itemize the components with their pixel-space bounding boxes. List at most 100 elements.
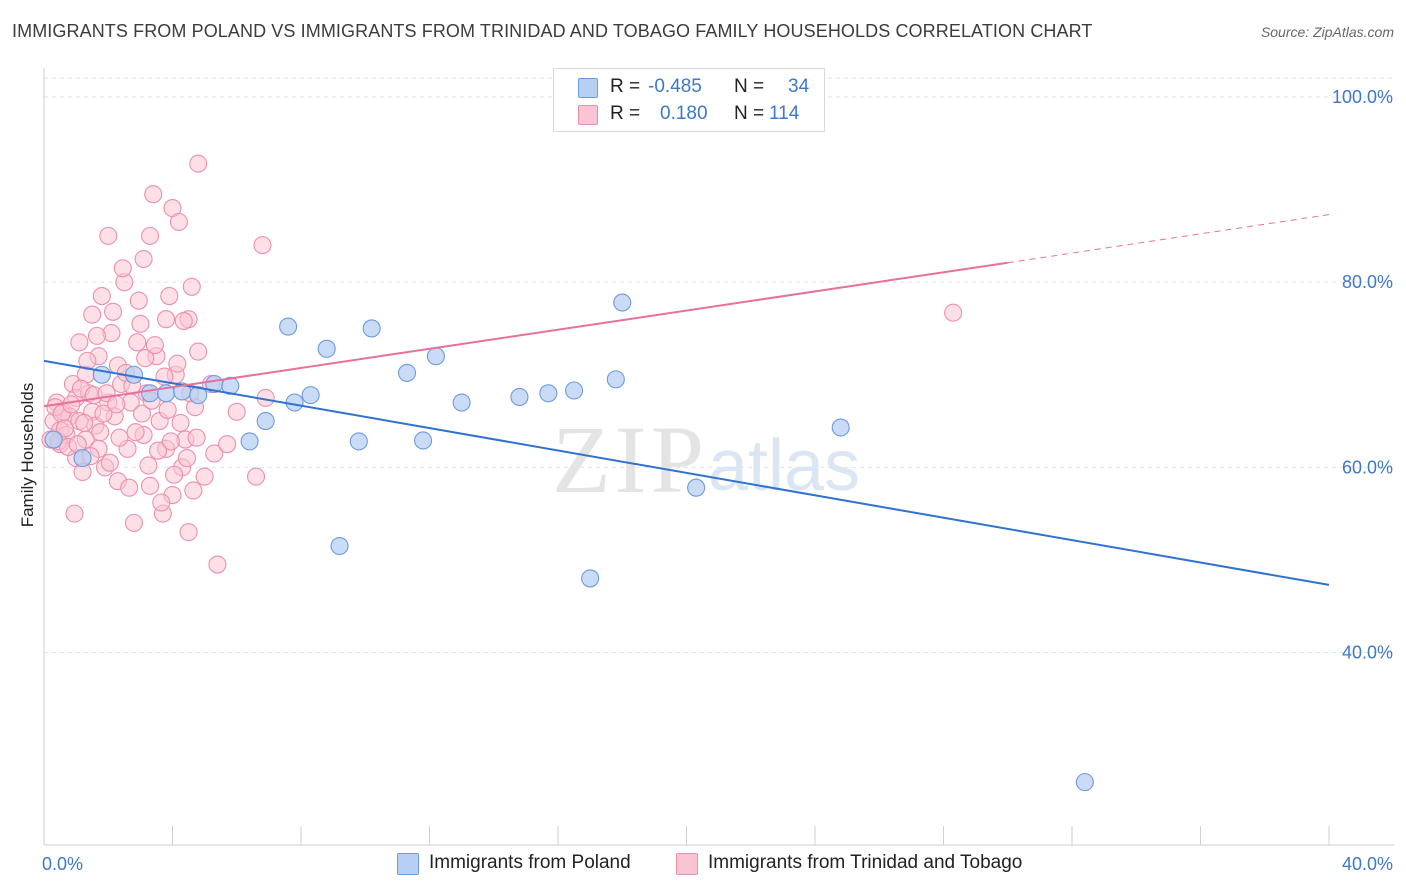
trinidad-point [195, 467, 214, 486]
n-label: N = [734, 103, 765, 124]
trinidad-point [107, 395, 126, 414]
trinidad-point [129, 291, 148, 310]
watermark-atlas: atlas [708, 426, 860, 506]
trinidad-points [41, 154, 963, 574]
stats-legend: R = -0.485 N = 34 R = 0.180 N = 114 [553, 68, 825, 132]
trinidad-point [132, 404, 152, 423]
stats-row-poland: R = -0.485 N = 34 [554, 75, 824, 101]
trinidad-trend-line [43, 261, 1008, 408]
r-label: R = [610, 103, 641, 124]
trinidad-point [140, 476, 160, 495]
trinidad-point [113, 259, 132, 278]
trinidad-point [144, 185, 163, 204]
trinidad-swatch [578, 105, 598, 125]
trinidad-point [152, 493, 171, 512]
trinidad-point [157, 310, 176, 329]
poland-point [397, 363, 417, 382]
poland-point [606, 370, 625, 389]
trinidad-point [104, 302, 123, 321]
trinidad-point [110, 428, 129, 447]
trinidad-point [161, 432, 180, 451]
trinidad-trend-extension [1007, 214, 1330, 264]
trinidad-point [182, 277, 201, 296]
trinidad-point [171, 413, 190, 432]
poland-point [510, 387, 529, 407]
poland-points [44, 293, 1094, 792]
poland-point [279, 317, 298, 336]
poland-point [362, 319, 381, 338]
trinidad-point [169, 212, 188, 232]
poland-point [189, 386, 208, 405]
poland-trend-line [43, 359, 1330, 586]
poland-point [301, 386, 320, 405]
r-value: -0.485 [648, 76, 702, 97]
trinidad-point [124, 513, 143, 532]
r-value: 0.180 [660, 103, 708, 124]
trinidad-point [189, 154, 208, 173]
trinidad-point [99, 226, 118, 245]
trinidad-point [944, 303, 963, 322]
trinidad-point [218, 435, 237, 454]
y-tick-label: 80.0% [1342, 272, 1393, 292]
poland-point [330, 536, 349, 556]
trinidad-point [160, 287, 179, 306]
poland-point [539, 384, 558, 403]
trinidad-point [145, 336, 164, 355]
trinidad-point [177, 449, 197, 468]
source-label: Source: ZipAtlas.com [1260, 24, 1394, 40]
y-tick-label: 40.0% [1342, 643, 1393, 663]
n-value: 114 [769, 103, 800, 124]
trinidad-point [187, 428, 206, 447]
trinidad-point [62, 395, 81, 414]
trinidad-point [83, 305, 102, 324]
poland-point [565, 381, 584, 400]
poland-point [92, 365, 111, 384]
trinidad-point [75, 413, 94, 432]
poland-point [1075, 773, 1094, 792]
poland-point [240, 432, 259, 451]
trinidad-point [94, 404, 113, 423]
poland-point [452, 393, 471, 412]
trinidad-point [179, 523, 198, 542]
trinidad-point [92, 287, 111, 306]
trinidad-point [65, 504, 84, 523]
poland-swatch [578, 78, 598, 98]
n-value: 34 [788, 76, 810, 97]
trinidad-point [128, 333, 147, 352]
poland-point [414, 431, 433, 450]
poland-point [581, 569, 600, 588]
axes [43, 68, 1394, 846]
trinidad-point [136, 349, 155, 368]
poland-point [687, 478, 706, 497]
y-tick-label: 100.0% [1332, 87, 1393, 107]
trinidad-point [120, 478, 139, 497]
trinidad-point [126, 423, 145, 442]
trinidad-point [139, 456, 158, 475]
trinidad-point [148, 441, 168, 460]
trinidad-point [55, 419, 74, 438]
trend-lines [43, 214, 1330, 586]
trinidad-point [168, 354, 187, 373]
poland-point [140, 384, 160, 403]
trinidad-point [70, 333, 89, 352]
x-tick-label: 40.0% [1342, 854, 1393, 874]
n-label: N = [734, 76, 765, 97]
legend-label-poland: Immigrants from Poland [429, 852, 631, 873]
trinidad-point [246, 467, 266, 486]
poland-point [44, 430, 63, 449]
trinidad-point [131, 314, 150, 333]
y-tick-label: 60.0% [1342, 457, 1393, 477]
trinidad-point [165, 465, 184, 484]
x-tick-label: 0.0% [42, 854, 83, 874]
poland-point [349, 432, 368, 451]
poland-point [426, 347, 445, 366]
gridlines [44, 77, 1394, 653]
poland-point [73, 449, 92, 468]
tick-labels: 40.0% 60.0% 80.0% 100.0% 0.0% 40.0% [42, 87, 1393, 874]
trinidad-point [140, 226, 160, 245]
stats-row-trinidad: R = 0.180 N = 114 [554, 102, 824, 128]
trinidad-point [208, 555, 227, 574]
watermark-zip: ZIP [552, 406, 708, 513]
trinidad-point [184, 481, 203, 500]
